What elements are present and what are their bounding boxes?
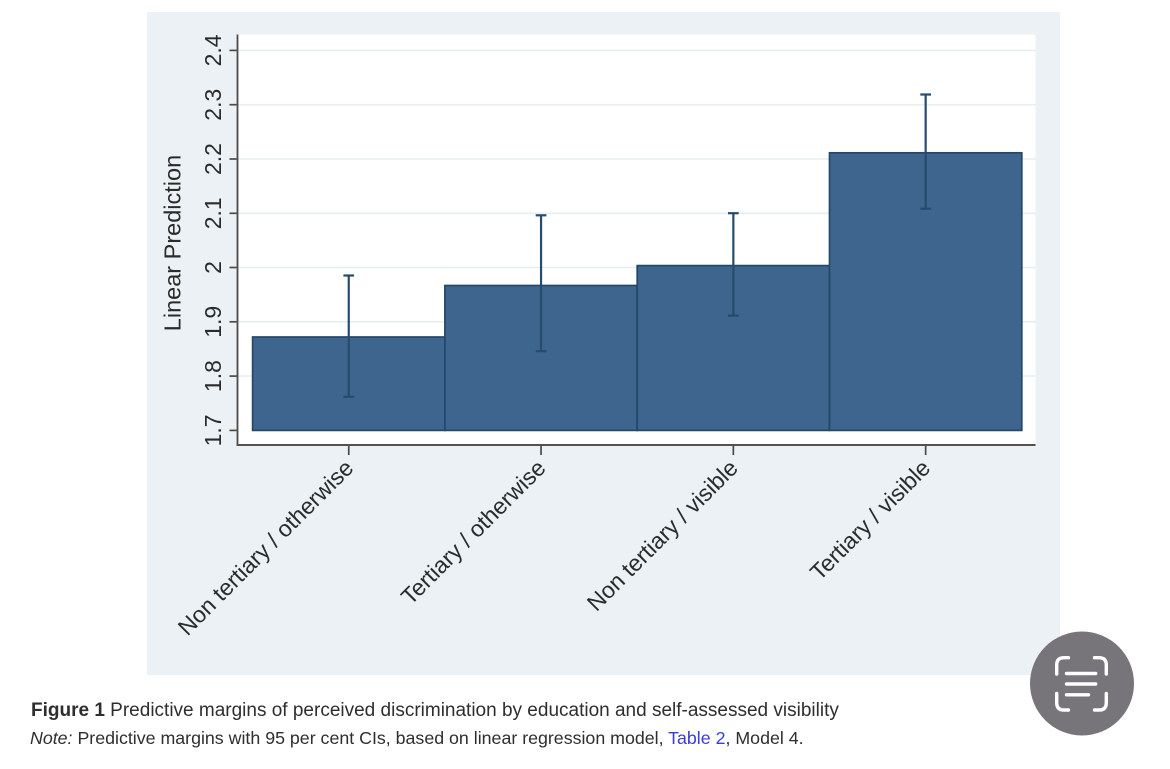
svg-text:2.2: 2.2 [200,143,226,175]
svg-text:1.7: 1.7 [200,414,226,446]
svg-text:2: 2 [200,261,226,274]
svg-text:2.4: 2.4 [200,34,226,66]
svg-text:1.9: 1.9 [200,306,226,338]
svg-text:1.8: 1.8 [200,360,226,392]
svg-text:2.1: 2.1 [200,197,226,229]
svg-text:Linear Prediction: Linear Prediction [160,155,186,331]
svg-text:2.3: 2.3 [200,89,226,121]
